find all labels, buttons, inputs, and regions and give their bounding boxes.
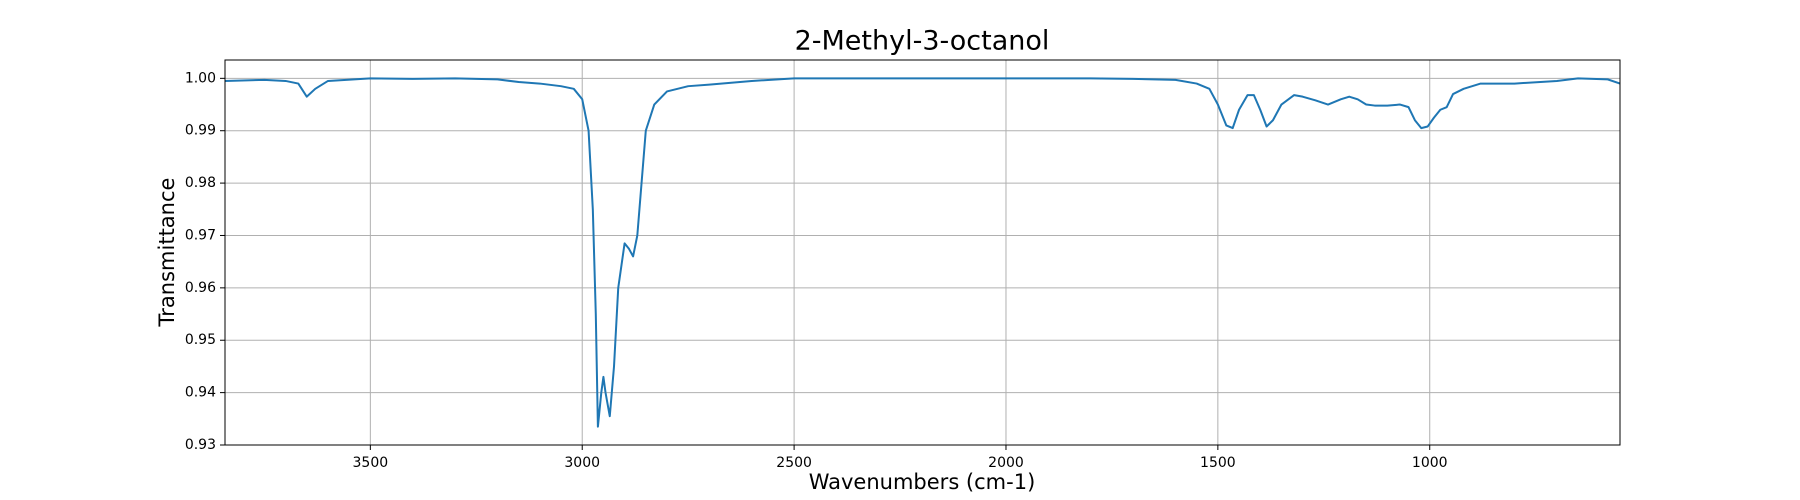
y-tick-label: 0.93 bbox=[185, 437, 216, 453]
x-tick-label: 3000 bbox=[564, 455, 600, 471]
x-tick-label: 3500 bbox=[353, 455, 389, 471]
chart-title: 2-Methyl-3-octanol bbox=[795, 26, 1050, 57]
y-tick-label: 0.97 bbox=[185, 227, 216, 243]
y-tick-label: 0.95 bbox=[185, 332, 216, 348]
plot-frame bbox=[224, 59, 1621, 446]
y-tick-label: 0.99 bbox=[185, 123, 216, 139]
spectrum-line bbox=[224, 77, 1621, 428]
x-tick-label: 2000 bbox=[988, 455, 1024, 471]
y-axis-label: Transmittance bbox=[155, 178, 179, 328]
x-tick-label: 1000 bbox=[1412, 455, 1448, 471]
x-axis-label: Wavenumbers (cm-1) bbox=[809, 470, 1036, 494]
y-tick-label: 0.96 bbox=[185, 280, 216, 296]
x-tick-label: 1500 bbox=[1200, 455, 1236, 471]
x-tick-label: 2500 bbox=[776, 455, 812, 471]
y-tick-label: 1.00 bbox=[185, 70, 216, 86]
y-tick-label: 0.98 bbox=[185, 175, 216, 191]
y-tick-label: 0.94 bbox=[185, 385, 216, 401]
